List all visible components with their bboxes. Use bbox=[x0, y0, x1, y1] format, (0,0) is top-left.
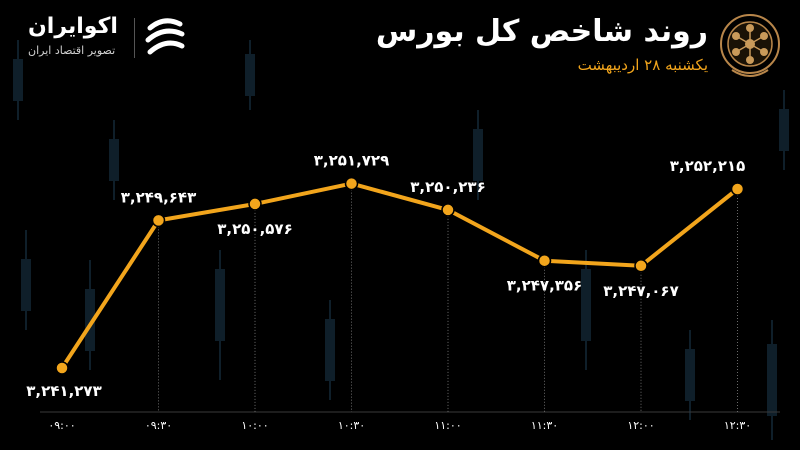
x-tick-label-5: ۱۱:۳۰ bbox=[531, 419, 558, 432]
brand-name: اکوایران bbox=[28, 14, 118, 39]
data-label-4: ۳,۲۵۰,۲۳۶ bbox=[410, 178, 485, 196]
x-tick-label-3: ۱۰:۳۰ bbox=[338, 419, 365, 432]
x-tick-label-2: ۱۰:۰۰ bbox=[241, 419, 268, 432]
series-line bbox=[60, 181, 740, 370]
data-point-3 bbox=[344, 176, 359, 191]
data-label-0: ۳,۲۴۱,۲۷۳ bbox=[26, 382, 101, 400]
x-tick-label-0: ۰۹:۰۰ bbox=[48, 419, 75, 432]
data-point-5 bbox=[537, 253, 552, 268]
data-label-5: ۳,۲۴۷,۳۵۶ bbox=[507, 277, 582, 295]
x-tick-label-6: ۱۲:۰۰ bbox=[627, 419, 654, 432]
ecoiran-logo-icon bbox=[145, 18, 185, 55]
data-label-2: ۳,۲۵۰,۵۷۶ bbox=[217, 220, 292, 238]
page-title: روند شاخص کل بورس bbox=[375, 14, 708, 49]
page-subtitle-date: یکشنبه ۲۸ اردیبهشت bbox=[577, 56, 708, 74]
brand-divider bbox=[134, 18, 135, 58]
data-label-3: ۳,۲۵۱,۷۲۹ bbox=[314, 152, 389, 170]
brand-tagline: تصویر اقتصاد ایران bbox=[28, 44, 116, 57]
stock-exchange-emblem-icon bbox=[720, 14, 780, 77]
data-point-7 bbox=[730, 182, 745, 196]
data-point-4 bbox=[441, 203, 455, 217]
data-point-6 bbox=[634, 259, 648, 273]
data-point-2 bbox=[248, 197, 262, 211]
x-tick-label-1: ۰۹:۳۰ bbox=[145, 419, 172, 432]
data-label-1: ۳,۲۴۹,۶۴۳ bbox=[121, 188, 196, 206]
data-point-1 bbox=[151, 213, 166, 228]
x-tick-label-4: ۱۱:۰۰ bbox=[434, 419, 461, 432]
data-label-6: ۳,۲۴۷,۰۶۷ bbox=[603, 282, 678, 300]
data-label-7: ۳,۲۵۲,۲۱۵ bbox=[670, 157, 745, 175]
data-point-0 bbox=[55, 361, 69, 375]
x-tick-label-7: ۱۲:۳۰ bbox=[724, 419, 751, 432]
